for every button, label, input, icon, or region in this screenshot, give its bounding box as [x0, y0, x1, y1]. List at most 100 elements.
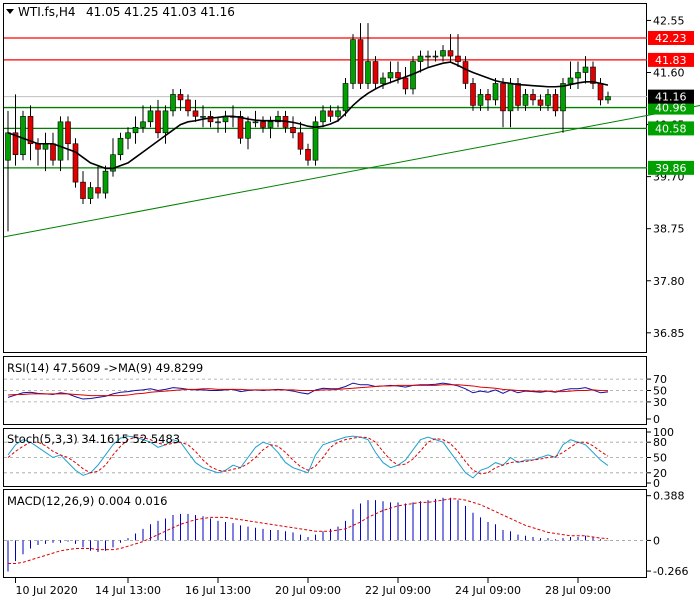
macd-signal-polyline [8, 498, 609, 564]
candle-body [515, 83, 521, 106]
level-tag [648, 52, 694, 67]
rsi-levels [4, 378, 647, 403]
candle-body [342, 83, 349, 112]
macd-axis: 0.388 0 -0.266 [647, 490, 688, 578]
stoch-series-line [7, 436, 609, 475]
stoch-lines [7, 435, 609, 479]
level-tag [648, 100, 694, 115]
level-tag-label: 41.83 [655, 54, 687, 67]
candle-body [5, 132, 11, 161]
time-tick-label: 22 Jul 09:00 [365, 584, 431, 597]
macd-title: MACD(12,26,9) 0.004 0.016 [7, 494, 168, 508]
candle-body [95, 187, 101, 194]
candle-body [245, 121, 251, 139]
level-tag [648, 121, 694, 136]
rsi-tick-label: 0 [653, 413, 660, 426]
candle-body [87, 187, 94, 199]
candle-body [170, 94, 176, 112]
candle-body [530, 94, 536, 101]
chart-header: WTI.fs,H4 41.05 41.25 41.03 41.16 [6, 5, 235, 19]
candle-body [57, 121, 64, 161]
candle-body [372, 61, 379, 84]
level-tag-label: 39.86 [655, 162, 687, 175]
candle-body [552, 94, 559, 112]
ohlc-values: 41.05 41.25 41.03 41.16 [86, 5, 235, 19]
level-tag-label: 40.58 [655, 122, 687, 135]
candle-body [12, 132, 19, 156]
candle-body [590, 66, 596, 84]
candle-body [537, 99, 544, 106]
candle-body [470, 83, 476, 106]
stoch-tick-label: 100 [653, 426, 674, 439]
candle-body [425, 55, 431, 58]
candle-body [215, 121, 221, 124]
candle-body [522, 94, 529, 106]
price-tick-label: 37.80 [653, 275, 685, 288]
chevron-down-icon[interactable] [6, 9, 14, 14]
macd-histogram [4, 497, 647, 572]
candle-body [380, 77, 386, 84]
candle-body [545, 94, 551, 106]
candle-body [492, 83, 499, 101]
candle-body [440, 50, 446, 57]
candle-body [597, 83, 604, 101]
time-tick-label: 10 Jul 2020 [16, 584, 78, 597]
candle-body [312, 121, 319, 161]
candle-body [50, 143, 56, 161]
rsi-tick-label: 50 [653, 385, 667, 398]
stoch-series-line [7, 435, 609, 479]
candle-body [192, 110, 199, 117]
rsi-title: RSI(14) 47.5609 ->MA(9) 49.8299 [7, 361, 203, 375]
candle-body [387, 72, 394, 79]
symbol-label: WTI.fs,H4 [18, 5, 76, 19]
price-pane-frame [3, 3, 647, 353]
time-tick-label: 24 Jul 09:00 [455, 584, 521, 597]
candle-body [575, 72, 581, 79]
candle-body [290, 127, 296, 134]
rsi-tick-label: 30 [653, 396, 667, 409]
candle-body [275, 116, 281, 123]
rsi-series-line [7, 384, 609, 397]
candle-body [297, 132, 304, 150]
candle-body [267, 121, 274, 128]
moving-average-line [7, 61, 609, 170]
candle-body [335, 110, 341, 117]
stoch-tick-label: 50 [653, 452, 667, 465]
candle-body [42, 143, 49, 150]
candle-body [462, 61, 469, 84]
candle-body [402, 77, 409, 90]
candle-body [185, 99, 191, 112]
candle-body [147, 110, 154, 123]
current-price-tag [648, 89, 694, 104]
level-tag-label: 42.23 [655, 32, 687, 45]
rsi-lines [7, 382, 609, 400]
price-tick-label: 41.60 [653, 67, 685, 80]
candlesticks [5, 23, 611, 232]
rsi-tick-label: 70 [653, 373, 667, 386]
candle-body [80, 181, 86, 199]
candle-body [20, 116, 26, 156]
stoch-tick-label: 80 [653, 436, 667, 449]
candle-body [605, 96, 611, 101]
candle-body [252, 121, 259, 124]
candle-body [72, 143, 79, 183]
candle-body [260, 121, 266, 128]
candle-body [117, 137, 124, 156]
macd-pane-frame [3, 489, 647, 578]
stoch-tick-label: 0 [653, 477, 660, 490]
candle-body [200, 116, 206, 118]
price-tick-label: 42.55 [653, 14, 685, 27]
candle-body [65, 121, 71, 145]
candle-body [447, 50, 454, 57]
horizontal-levels [4, 37, 647, 169]
level-tag [648, 30, 694, 45]
price-tick-label: 38.75 [653, 223, 685, 236]
candle-body [500, 83, 506, 112]
stoch-title: Stoch(5,3,3) 34.1615 52.5483 [7, 432, 180, 446]
candle-body [455, 55, 461, 62]
candle-body [507, 83, 514, 112]
